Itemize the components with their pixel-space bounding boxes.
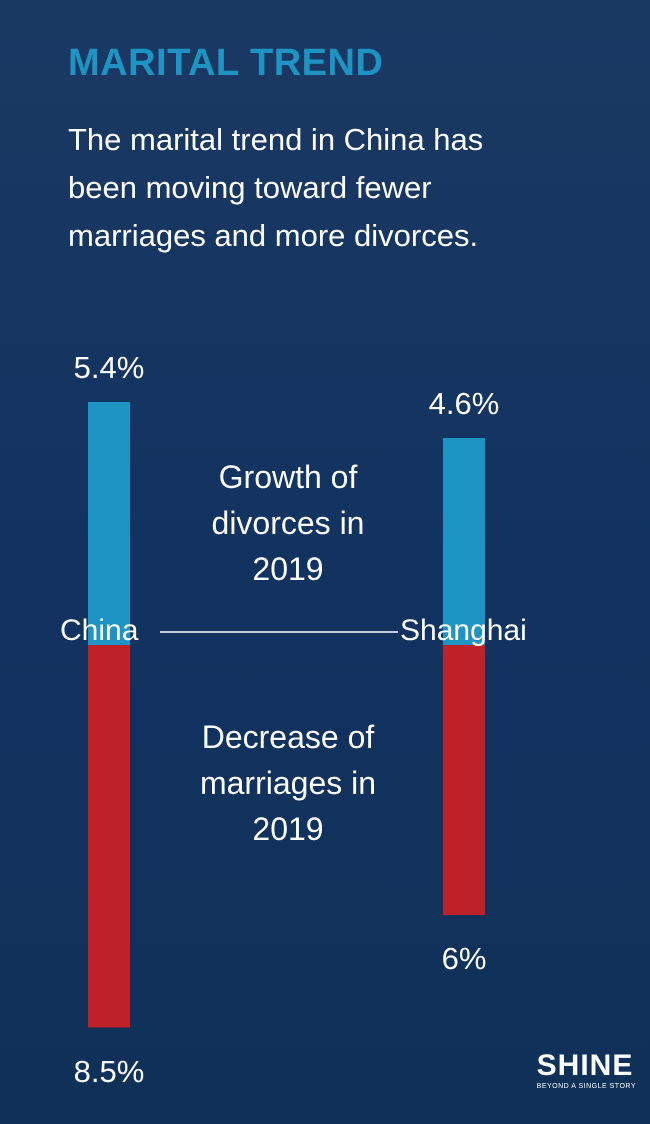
data-label: 4.6% (428, 386, 500, 421)
bar (88, 645, 130, 1028)
data-label: 5.4% (73, 350, 145, 385)
logo-name: SHINE (536, 1049, 634, 1082)
data-label: 8.5% (73, 1053, 145, 1089)
logo: SHINE BEYOND A SINGLE STORY (537, 1049, 636, 1090)
logo-tagline: BEYOND A SINGLE STORY (536, 1083, 636, 1090)
bar (88, 402, 130, 645)
bar (443, 645, 485, 915)
chart-title: MARITAL TREND (68, 42, 384, 84)
category-label: Shanghai (400, 614, 527, 647)
chart-subtitle: The marital trend in China has been movi… (68, 122, 484, 253)
data-label: 6% (441, 941, 487, 976)
category-label: China (60, 614, 139, 647)
bar (443, 438, 485, 645)
series-label: Decrease of marriages in 2019 (199, 719, 377, 847)
series-label: Growth of divorces in 2019 (211, 459, 365, 587)
